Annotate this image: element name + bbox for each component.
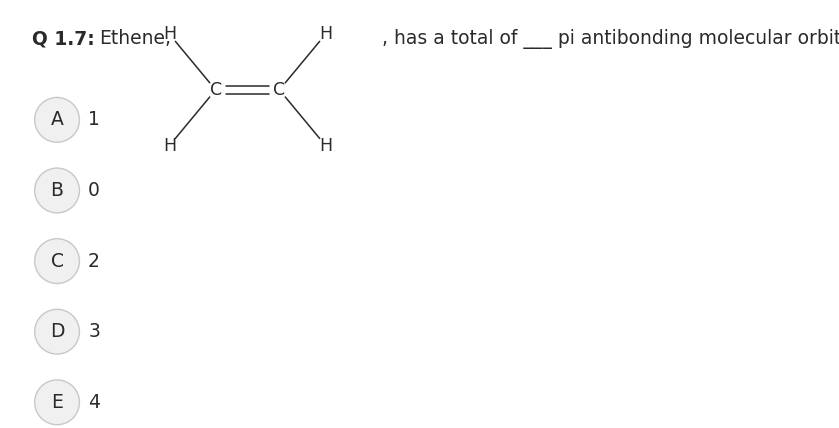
Text: E: E (51, 393, 63, 412)
Text: H: H (319, 25, 332, 43)
Ellipse shape (34, 168, 80, 213)
Text: 0: 0 (88, 181, 100, 200)
Text: C: C (210, 81, 221, 99)
Text: H: H (163, 137, 176, 155)
Text: C: C (274, 81, 285, 99)
Ellipse shape (34, 98, 80, 142)
Text: 1: 1 (88, 110, 100, 129)
Text: Ethene,: Ethene, (99, 29, 171, 48)
Text: D: D (50, 322, 65, 341)
Text: H: H (319, 137, 332, 155)
Text: H: H (163, 25, 176, 43)
Ellipse shape (34, 239, 80, 283)
Ellipse shape (34, 380, 80, 425)
Text: 2: 2 (88, 252, 100, 270)
Text: B: B (50, 181, 64, 200)
Text: C: C (50, 252, 64, 270)
Text: 4: 4 (88, 393, 100, 412)
Ellipse shape (34, 309, 80, 354)
Text: A: A (50, 110, 64, 129)
Text: 3: 3 (88, 322, 100, 341)
Text: Q 1.7:: Q 1.7: (32, 29, 95, 48)
Text: , has a total of ___ pi antibonding molecular orbitals.: , has a total of ___ pi antibonding mole… (382, 29, 839, 48)
